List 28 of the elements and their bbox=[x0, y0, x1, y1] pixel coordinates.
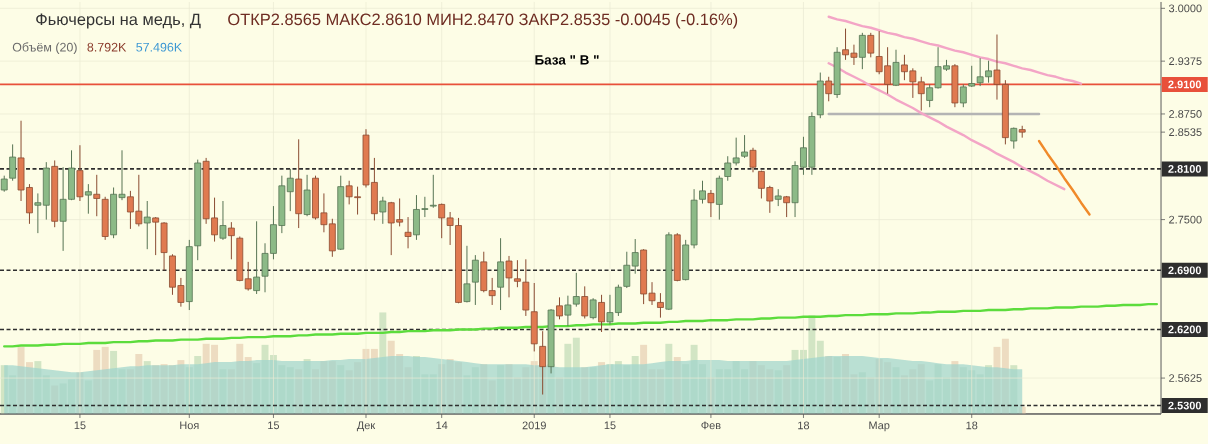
annotation: 8.792K bbox=[87, 42, 127, 52]
annotation: База " В " bbox=[535, 55, 599, 65]
x-tick-label: 15 bbox=[74, 421, 86, 430]
ref-line-label: 2.6200 bbox=[1168, 325, 1202, 334]
y-tick-label: 2.7500 bbox=[1169, 215, 1202, 224]
y-tick-label: 2.8750 bbox=[1169, 110, 1202, 118]
x-tick-label: 2019 bbox=[522, 421, 546, 430]
x-tick-label: 15 bbox=[604, 421, 616, 430]
x-tick-label: Фев bbox=[701, 421, 721, 430]
ref-line-label: 2.8100 bbox=[1168, 165, 1202, 173]
chart-title: Объём (20) bbox=[12, 42, 77, 55]
x-tick-label: Мар bbox=[869, 421, 890, 432]
x-tick-label: 18 bbox=[966, 421, 978, 430]
ref-line-label: 2.9100 bbox=[1168, 80, 1202, 89]
y-tick-label: 2.8535 bbox=[1169, 128, 1202, 137]
x-tick-label: 14 bbox=[436, 421, 448, 430]
annotation: 57.496K bbox=[136, 42, 183, 52]
ref-line-label: 2.6900 bbox=[1168, 266, 1202, 275]
text: Фьючерсы на медь, Д bbox=[36, 13, 201, 29]
x-tick-label: Дек bbox=[356, 421, 376, 432]
x-tick-label: 18 bbox=[798, 421, 810, 430]
ref-line-label: 2.5300 bbox=[1168, 401, 1202, 410]
y-tick-label: 2.9375 bbox=[1169, 57, 1202, 66]
text: ОТКР2.8565 МАКС2.8610 МИН2.8470 ЗАКР2.8535 -0.0045 (-0.16%) bbox=[228, 13, 738, 29]
x-tick-label: 15 bbox=[268, 421, 280, 430]
x-tick-label: Ноя bbox=[180, 421, 199, 430]
y-tick-label: 2.5625 bbox=[1169, 374, 1202, 382]
y-tick-label: 3.0000 bbox=[1168, 4, 1202, 13]
